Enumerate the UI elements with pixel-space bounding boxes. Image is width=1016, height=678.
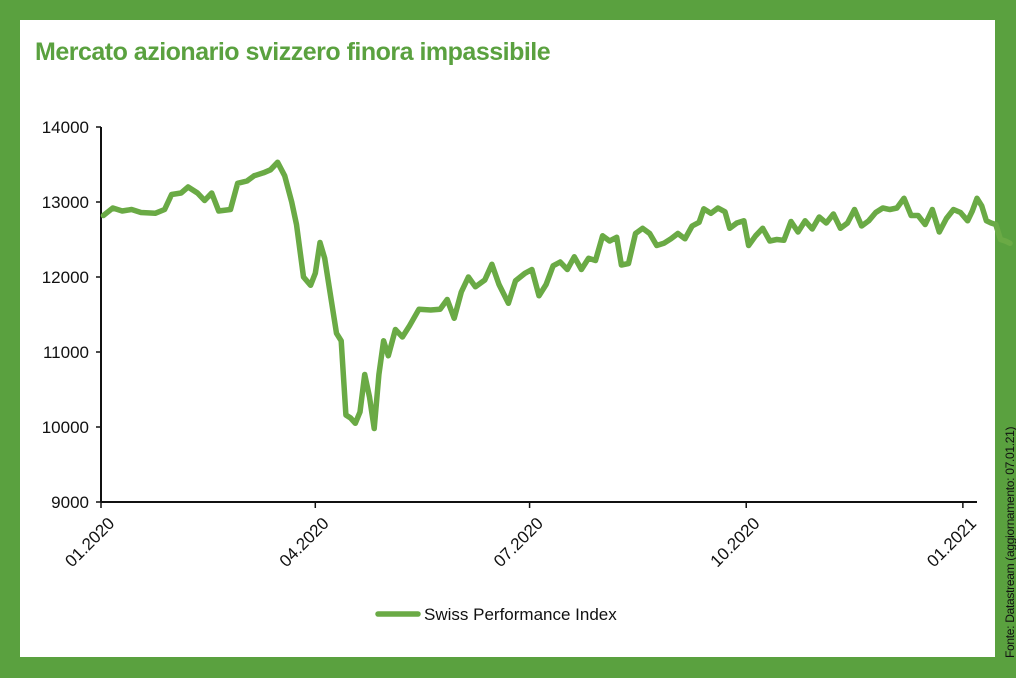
y-axis-ticks: 14000 13000 12000 11000 10000 9000 — [42, 118, 101, 512]
y-tick-label: 11000 — [43, 343, 89, 362]
y-tick-label: 9000 — [51, 493, 89, 512]
x-tick-label: 10.2020 — [707, 514, 764, 571]
x-tick-label: 07.2020 — [490, 514, 547, 571]
x-tick-label: 01.2020 — [61, 514, 118, 571]
x-tick-label: 04.2020 — [276, 514, 333, 571]
y-tick-label: 10000 — [42, 418, 89, 437]
chart-title: Mercato azionario svizzero finora impass… — [35, 38, 551, 66]
y-tick-label: 12000 — [42, 268, 89, 287]
x-axis-ticks: 01.2020 04.2020 07.2020 10.2020 01.2021 — [61, 502, 980, 571]
legend-label: Swiss Performance Index — [424, 605, 617, 624]
legend: Swiss Performance Index — [375, 605, 617, 624]
x-tick-label: 01.2021 — [923, 514, 980, 571]
chart-panel — [20, 20, 995, 657]
source-note: Fonte: Datastream (aggiornamento: 07.01.… — [1003, 426, 1016, 658]
y-tick-label: 14000 — [42, 118, 89, 137]
y-tick-label: 13000 — [42, 193, 89, 212]
series-line-spi — [100, 159, 1013, 432]
